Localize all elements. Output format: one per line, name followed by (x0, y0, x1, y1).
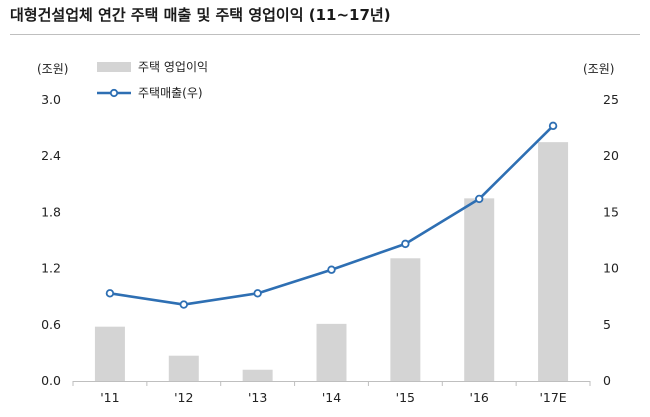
left-axis-unit: (조원) (37, 62, 69, 76)
bar-5 (464, 198, 495, 381)
bar-6 (538, 142, 569, 381)
chart-title: 대형건설업체 연간 주택 매출 및 주택 영업이익 (11~17년) (10, 6, 391, 24)
x-tick-label-5: '16 (470, 390, 489, 405)
x-tick-label-4: '15 (396, 390, 415, 405)
legend-line-label: 주택매출(우) (138, 86, 203, 100)
sales-point-5 (475, 194, 484, 204)
bar-1 (168, 355, 199, 381)
x-tick-label-3: '14 (322, 390, 341, 405)
sales-point-3 (327, 265, 336, 274)
x-tick-label-6: '17E (539, 390, 566, 405)
right-tick-label-0: 25 (603, 92, 619, 107)
sales-point-1 (179, 300, 188, 309)
left-tick-label-4: 0.6 (41, 317, 61, 332)
legend-bar-swatch (97, 61, 131, 72)
left-tick-label-1: 2.4 (41, 148, 61, 163)
right-tick-label-5: 0 (603, 373, 611, 388)
x-tick-label-1: '12 (174, 390, 193, 405)
left-tick-label-2: 1.8 (41, 204, 61, 219)
bar-4 (390, 258, 421, 381)
x-tick-label-2: '13 (248, 390, 267, 405)
legend-bar-label: 주택 영업이익 (138, 60, 209, 74)
right-tick-label-2: 15 (603, 204, 619, 219)
left-tick-label-5: 0.0 (41, 373, 61, 388)
legend-item-bar: 주택 영업이익 (97, 58, 208, 75)
bar-2 (242, 369, 273, 381)
title-divider (10, 34, 640, 35)
left-tick-label-0: 3.0 (41, 92, 61, 107)
legend-item-line: 주택매출(우) (97, 84, 203, 101)
right-tick-label-4: 5 (603, 317, 611, 332)
right-tick-label-1: 20 (603, 148, 619, 163)
bar-0 (94, 326, 125, 381)
left-tick-label-3: 1.2 (41, 261, 61, 276)
right-axis-unit: (조원) (583, 62, 615, 76)
bar-3 (316, 323, 347, 381)
legend-line-swatch (97, 88, 131, 97)
sales-point-6 (548, 121, 558, 131)
sales-point-4 (401, 239, 410, 249)
right-tick-label-3: 10 (603, 261, 619, 276)
x-tick-label-0: '11 (100, 390, 119, 405)
sales-point-2 (253, 289, 262, 298)
sales-point-0 (105, 289, 115, 298)
